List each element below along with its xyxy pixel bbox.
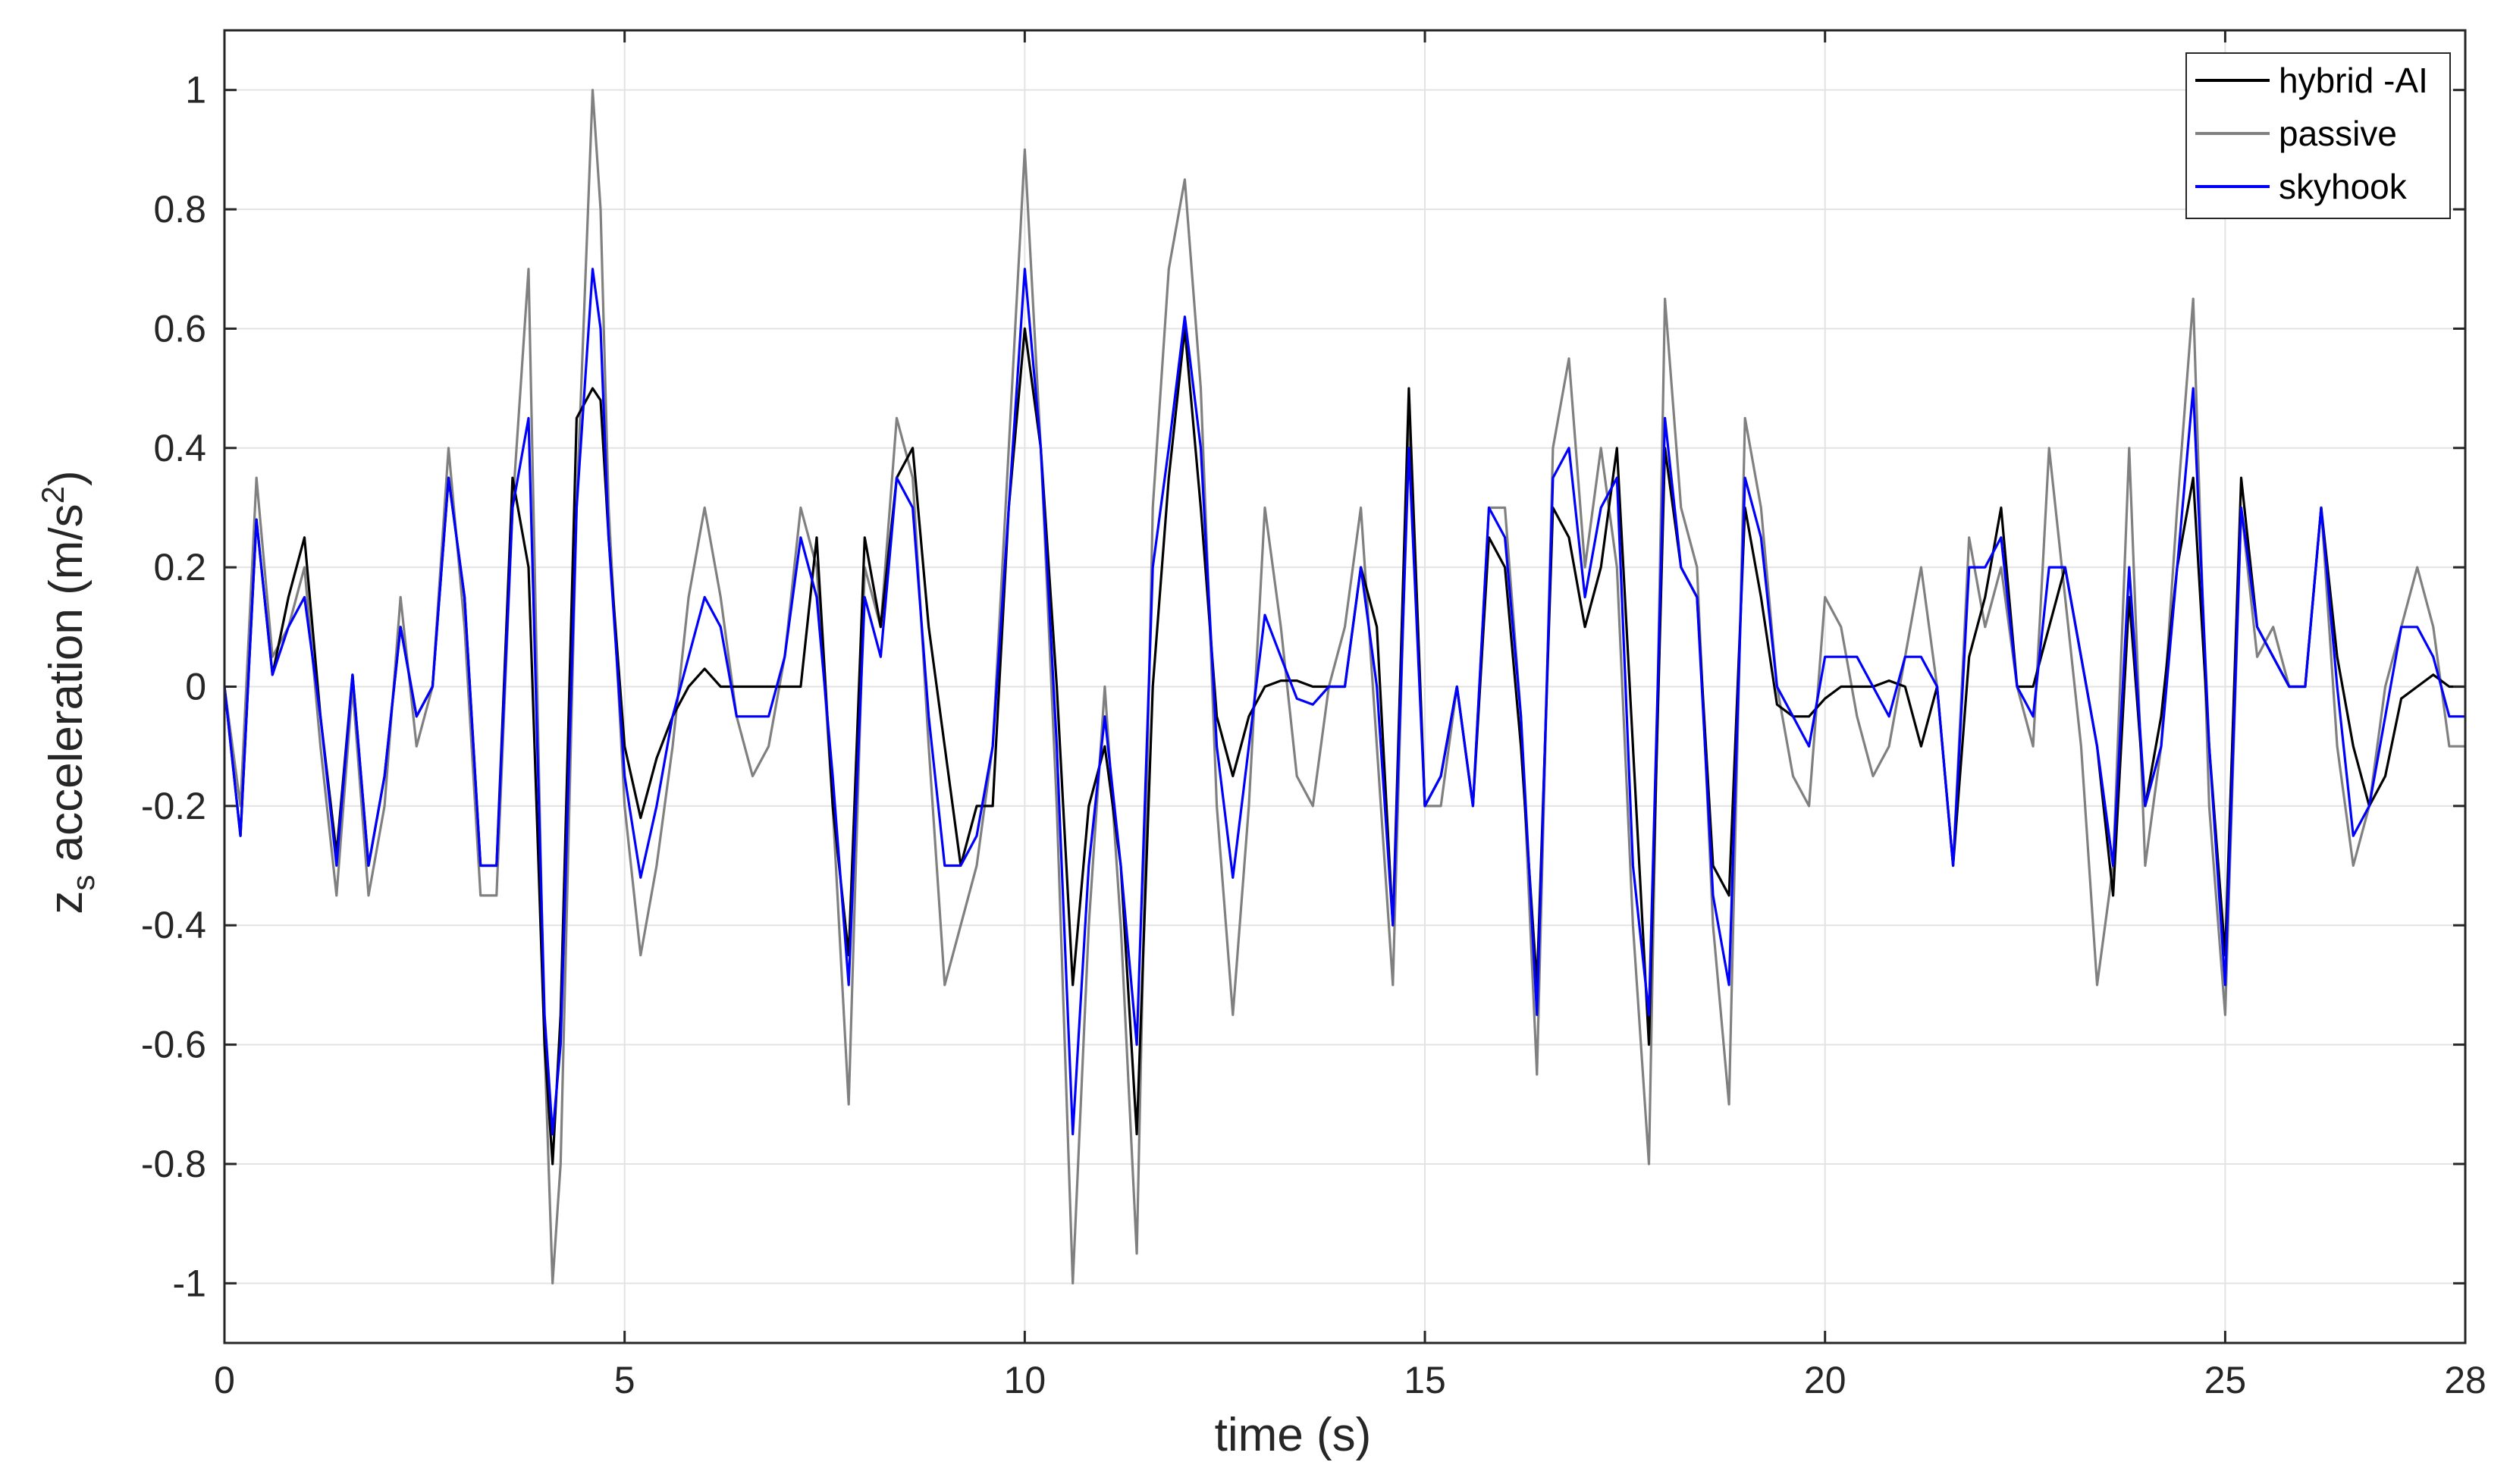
y-tick-labels: 1 0.8 0.6 0.4 0.2 0 -0.2 -0.4 -0.6 -0.8 -1: [141, 69, 206, 1305]
y-axis-label-end: ): [40, 470, 93, 486]
x-tick-label: 25: [2204, 1359, 2247, 1401]
y-axis-label-rest: acceleration (m/s: [40, 504, 93, 874]
y-tick-label: -0.4: [141, 904, 206, 946]
y-axis-label-main: z: [40, 891, 93, 915]
x-tick-label: 28: [2444, 1359, 2486, 1401]
y-axis-label-superscript: 2: [35, 486, 71, 504]
y-tick-label: 1: [185, 69, 206, 111]
x-tick-labels: 0 5 10 15 20 25 28: [214, 1359, 2486, 1401]
x-tick-label: 15: [1404, 1359, 1446, 1401]
legend-label-hybrid-ai: hybrid -AI: [2279, 61, 2428, 100]
series-layer: [223, 89, 2465, 1285]
y-tick-label: 0.2: [153, 546, 206, 588]
x-tick-label: 10: [1004, 1359, 1046, 1401]
legend-label-passive: passive: [2279, 114, 2397, 153]
y-tick-label: 0.8: [153, 188, 206, 231]
y-tick-label: 0.6: [153, 307, 206, 350]
y-tick-label: 0.4: [153, 427, 206, 469]
y-tick-label: 0: [185, 666, 206, 708]
y-tick-label: -0.8: [141, 1143, 206, 1185]
axis-ticks: [223, 30, 2467, 1343]
x-tick-label: 0: [214, 1359, 235, 1401]
y-tick-label: -1: [173, 1262, 206, 1304]
x-tick-label: 20: [1804, 1359, 1846, 1401]
y-tick-label: -0.2: [141, 785, 206, 827]
series-line-skyhook: [223, 268, 2465, 1136]
y-axis-label: zs acceleration (m/s2): [35, 470, 101, 914]
x-axis-label: time (s): [1215, 1409, 1372, 1461]
y-tick-label: -0.6: [141, 1024, 206, 1066]
legend: hybrid -AI passive skyhook: [2185, 52, 2451, 219]
x-tick-label: 5: [614, 1359, 635, 1401]
y-axis-label-subscript: s: [65, 875, 101, 891]
legend-label-skyhook: skyhook: [2279, 167, 2408, 206]
